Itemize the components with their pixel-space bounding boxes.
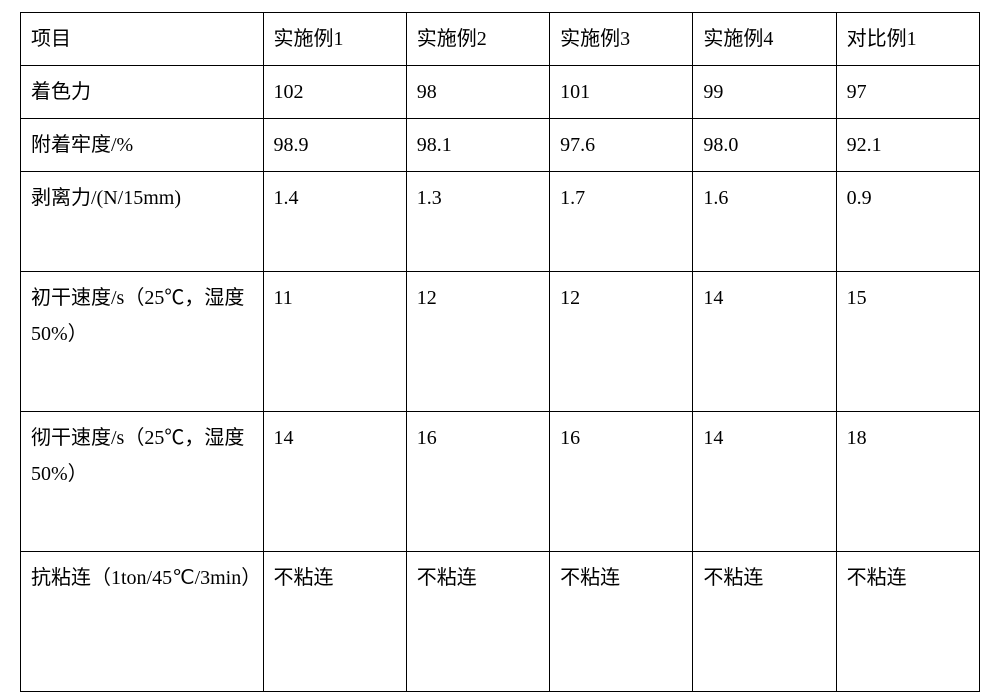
row-label: 抗粘连（1ton/45℃/3min） bbox=[31, 567, 261, 589]
cell-value: 不粘连 bbox=[703, 567, 763, 589]
row-label-cell: 抗粘连（1ton/45℃/3min） bbox=[21, 552, 264, 692]
cell-value: 14 bbox=[703, 427, 723, 449]
table-row: 着色力 102 98 101 99 97 bbox=[21, 66, 980, 119]
value-cell: 16 bbox=[406, 412, 549, 552]
cell-value: 不粘连 bbox=[847, 567, 907, 589]
value-cell: 97 bbox=[836, 66, 979, 119]
row-label-cell: 初干速度/s（25℃，湿度50%） bbox=[21, 272, 264, 412]
value-cell: 不粘连 bbox=[693, 552, 836, 692]
value-cell: 102 bbox=[263, 66, 406, 119]
cell-value: 98.9 bbox=[274, 134, 309, 156]
value-cell: 1.4 bbox=[263, 172, 406, 272]
row-label: 剥离力/(N/15mm) bbox=[31, 187, 181, 209]
header-label: 项目 bbox=[31, 28, 71, 50]
cell-value: 12 bbox=[560, 287, 580, 309]
value-cell: 98.1 bbox=[406, 119, 549, 172]
header-cell: 对比例1 bbox=[836, 13, 979, 66]
value-cell: 12 bbox=[406, 272, 549, 412]
cell-value: 1.3 bbox=[417, 187, 442, 209]
cell-value: 14 bbox=[274, 427, 294, 449]
cell-value: 16 bbox=[560, 427, 580, 449]
cell-value: 97 bbox=[847, 81, 867, 103]
value-cell: 98.9 bbox=[263, 119, 406, 172]
value-cell: 不粘连 bbox=[836, 552, 979, 692]
value-cell: 不粘连 bbox=[406, 552, 549, 692]
value-cell: 92.1 bbox=[836, 119, 979, 172]
value-cell: 101 bbox=[550, 66, 693, 119]
header-cell: 项目 bbox=[21, 13, 264, 66]
row-label-cell: 附着牢度/% bbox=[21, 119, 264, 172]
cell-value: 102 bbox=[274, 81, 304, 103]
value-cell: 不粘连 bbox=[263, 552, 406, 692]
cell-value: 不粘连 bbox=[417, 567, 477, 589]
value-cell: 0.9 bbox=[836, 172, 979, 272]
row-label: 初干速度/s（25℃，湿度50%） bbox=[31, 287, 244, 345]
cell-value: 不粘连 bbox=[560, 567, 620, 589]
row-label-cell: 着色力 bbox=[21, 66, 264, 119]
value-cell: 11 bbox=[263, 272, 406, 412]
row-label-cell: 剥离力/(N/15mm) bbox=[21, 172, 264, 272]
cell-value: 98.0 bbox=[703, 134, 738, 156]
value-cell: 14 bbox=[693, 412, 836, 552]
value-cell: 1.7 bbox=[550, 172, 693, 272]
cell-value: 98 bbox=[417, 81, 437, 103]
row-label: 附着牢度/% bbox=[31, 134, 133, 156]
cell-value: 97.6 bbox=[560, 134, 595, 156]
value-cell: 99 bbox=[693, 66, 836, 119]
value-cell: 1.6 bbox=[693, 172, 836, 272]
value-cell: 18 bbox=[836, 412, 979, 552]
header-label: 实施例4 bbox=[703, 28, 773, 50]
value-cell: 16 bbox=[550, 412, 693, 552]
row-label: 着色力 bbox=[31, 81, 91, 103]
cell-value: 1.7 bbox=[560, 187, 585, 209]
cell-value: 14 bbox=[703, 287, 723, 309]
table-row: 抗粘连（1ton/45℃/3min） 不粘连 不粘连 不粘连 不粘连 不粘连 bbox=[21, 552, 980, 692]
table-header-row: 项目 实施例1 实施例2 实施例3 实施例4 对比例1 bbox=[21, 13, 980, 66]
header-cell: 实施例4 bbox=[693, 13, 836, 66]
cell-value: 92.1 bbox=[847, 134, 882, 156]
value-cell: 98 bbox=[406, 66, 549, 119]
header-cell: 实施例2 bbox=[406, 13, 549, 66]
header-label: 实施例3 bbox=[560, 28, 630, 50]
value-cell: 14 bbox=[263, 412, 406, 552]
cell-value: 18 bbox=[847, 427, 867, 449]
cell-value: 不粘连 bbox=[274, 567, 334, 589]
header-cell: 实施例1 bbox=[263, 13, 406, 66]
header-label: 实施例2 bbox=[417, 28, 487, 50]
cell-value: 99 bbox=[703, 81, 723, 103]
cell-value: 12 bbox=[417, 287, 437, 309]
cell-value: 101 bbox=[560, 81, 590, 103]
value-cell: 15 bbox=[836, 272, 979, 412]
row-label-cell: 彻干速度/s（25℃，湿度50%） bbox=[21, 412, 264, 552]
header-label: 对比例1 bbox=[847, 28, 917, 50]
value-cell: 98.0 bbox=[693, 119, 836, 172]
row-label: 彻干速度/s（25℃，湿度50%） bbox=[31, 427, 244, 485]
cell-value: 1.6 bbox=[703, 187, 728, 209]
table-row: 彻干速度/s（25℃，湿度50%） 14 16 16 14 18 bbox=[21, 412, 980, 552]
value-cell: 14 bbox=[693, 272, 836, 412]
value-cell: 12 bbox=[550, 272, 693, 412]
data-table: 项目 实施例1 实施例2 实施例3 实施例4 对比例1 着色力 102 98 1… bbox=[20, 12, 980, 692]
table-row: 附着牢度/% 98.9 98.1 97.6 98.0 92.1 bbox=[21, 119, 980, 172]
header-cell: 实施例3 bbox=[550, 13, 693, 66]
cell-value: 15 bbox=[847, 287, 867, 309]
cell-value: 0.9 bbox=[847, 187, 872, 209]
cell-value: 11 bbox=[274, 287, 293, 309]
value-cell: 1.3 bbox=[406, 172, 549, 272]
header-label: 实施例1 bbox=[274, 28, 344, 50]
cell-value: 1.4 bbox=[274, 187, 299, 209]
table-row: 剥离力/(N/15mm) 1.4 1.3 1.7 1.6 0.9 bbox=[21, 172, 980, 272]
table-body: 项目 实施例1 实施例2 实施例3 实施例4 对比例1 着色力 102 98 1… bbox=[21, 13, 980, 692]
table-row: 初干速度/s（25℃，湿度50%） 11 12 12 14 15 bbox=[21, 272, 980, 412]
value-cell: 不粘连 bbox=[550, 552, 693, 692]
cell-value: 16 bbox=[417, 427, 437, 449]
cell-value: 98.1 bbox=[417, 134, 452, 156]
value-cell: 97.6 bbox=[550, 119, 693, 172]
